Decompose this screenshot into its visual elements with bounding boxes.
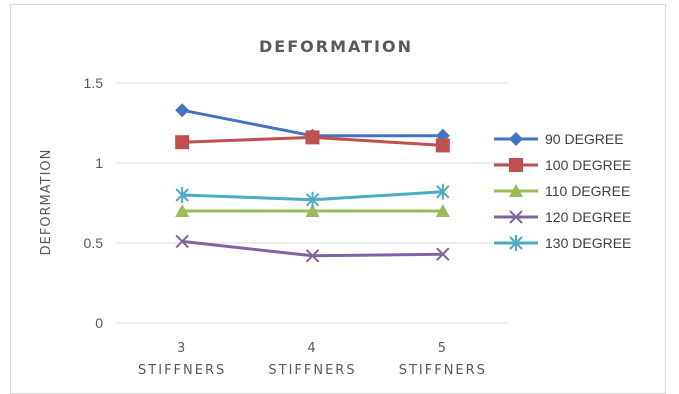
point-marker xyxy=(509,132,523,146)
point-marker xyxy=(175,234,189,249)
point-marker xyxy=(305,191,320,208)
point-marker xyxy=(435,138,450,153)
point-marker xyxy=(175,135,190,150)
axes: 0 0.5 1 1.5 3 STIFFNERS 4 STIFFNERS 5 STIFFNERS xyxy=(84,75,487,378)
y-tick-label: 1 xyxy=(95,155,103,171)
x-tick-label: STIFFNERS xyxy=(399,363,487,378)
point-marker xyxy=(436,183,450,200)
series-110-degree xyxy=(175,204,450,217)
legend: 90 DEGREE 100 DEGREE 110 DEGREE 120 DEGREE 1… xyxy=(494,131,631,251)
point-marker xyxy=(509,184,523,197)
legend-label: 120 DEGREE xyxy=(545,209,631,225)
point-marker xyxy=(175,204,190,217)
legend-label: 130 DEGREE xyxy=(545,235,631,251)
series-100-degree xyxy=(175,130,450,153)
y-tick-label: 0 xyxy=(95,315,103,331)
legend-label: 90 DEGREE xyxy=(545,131,624,147)
point-marker xyxy=(305,204,320,217)
point-marker xyxy=(175,187,189,203)
legend-item: 130 DEGREE xyxy=(494,235,631,251)
legend-item: 90 DEGREE xyxy=(494,131,624,147)
series-lines xyxy=(175,103,450,263)
point-marker xyxy=(436,247,450,261)
legend-label: 110 DEGREE xyxy=(545,183,630,199)
point-marker xyxy=(509,235,523,251)
legend-label: 100 DEGREE xyxy=(545,157,631,173)
series-130-degree xyxy=(175,183,450,208)
point-marker xyxy=(305,249,320,263)
series-line xyxy=(182,239,443,258)
point-marker xyxy=(435,204,450,217)
point-marker xyxy=(509,158,523,172)
y-tick-label: 1.5 xyxy=(84,75,104,91)
legend-item: 100 DEGREE xyxy=(494,157,631,173)
x-tick-label: STIFFNERS xyxy=(268,363,356,378)
x-tick-label: 4 xyxy=(307,341,317,356)
y-tick-label: 0.5 xyxy=(84,235,104,251)
y-axis-label: DEFORMATION xyxy=(39,149,54,256)
chart-title: DEFORMATION xyxy=(259,37,413,56)
x-tick-label: STIFFNERS xyxy=(138,363,226,378)
point-marker xyxy=(305,130,320,145)
point-marker xyxy=(175,103,190,118)
legend-item: 110 DEGREE xyxy=(494,183,630,199)
gridlines xyxy=(117,82,508,324)
x-tick-label: 3 xyxy=(177,341,187,356)
x-tick-label: 5 xyxy=(438,341,448,356)
legend-item: 120 DEGREE xyxy=(494,209,631,225)
series-120-degree xyxy=(175,234,450,263)
point-marker xyxy=(509,210,523,224)
